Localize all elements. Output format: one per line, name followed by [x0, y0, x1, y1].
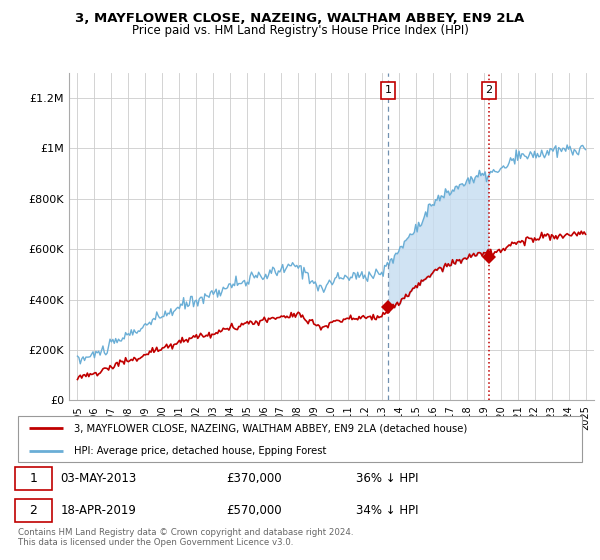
Text: 3, MAYFLOWER CLOSE, NAZEING, WALTHAM ABBEY, EN9 2LA (detached house): 3, MAYFLOWER CLOSE, NAZEING, WALTHAM ABB…: [74, 423, 467, 433]
Text: £570,000: £570,000: [227, 504, 283, 517]
Text: Contains HM Land Registry data © Crown copyright and database right 2024.
This d: Contains HM Land Registry data © Crown c…: [18, 528, 353, 547]
Text: 2: 2: [29, 504, 37, 517]
Text: 2: 2: [485, 86, 493, 95]
Text: HPI: Average price, detached house, Epping Forest: HPI: Average price, detached house, Eppi…: [74, 446, 327, 455]
Text: Price paid vs. HM Land Registry's House Price Index (HPI): Price paid vs. HM Land Registry's House …: [131, 24, 469, 37]
Text: 1: 1: [29, 472, 37, 485]
Text: 36% ↓ HPI: 36% ↓ HPI: [356, 472, 419, 485]
Text: 18-APR-2019: 18-APR-2019: [60, 504, 136, 517]
Text: 3, MAYFLOWER CLOSE, NAZEING, WALTHAM ABBEY, EN9 2LA: 3, MAYFLOWER CLOSE, NAZEING, WALTHAM ABB…: [76, 12, 524, 25]
Text: £370,000: £370,000: [227, 472, 283, 485]
FancyBboxPatch shape: [15, 499, 52, 522]
Text: 1: 1: [385, 86, 391, 95]
FancyBboxPatch shape: [15, 466, 52, 490]
Text: 03-MAY-2013: 03-MAY-2013: [60, 472, 137, 485]
Text: 34% ↓ HPI: 34% ↓ HPI: [356, 504, 419, 517]
